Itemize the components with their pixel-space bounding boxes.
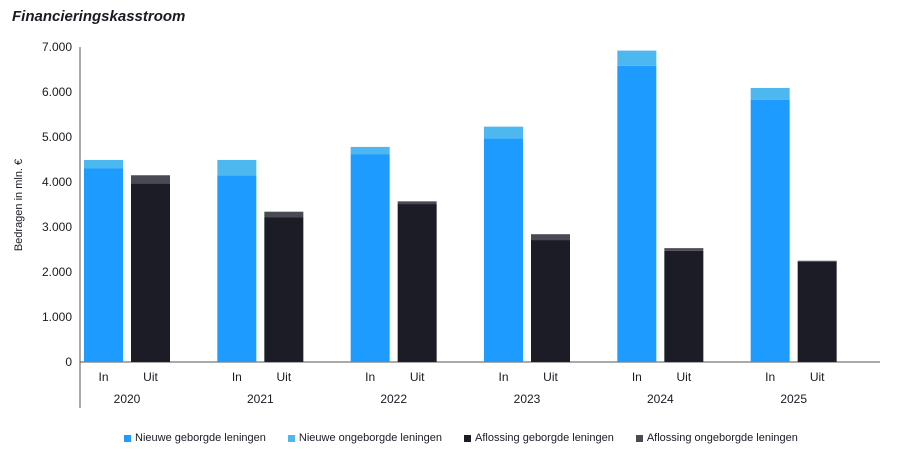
bar-nieuwe-ongeborgde: [484, 126, 523, 139]
bar-nieuwe-geborgde: [84, 168, 123, 362]
legend-item: Aflossing geborgde leningen: [464, 432, 614, 444]
bar-aflossing-geborgde: [397, 204, 437, 362]
y-tick-label: 2.000: [42, 265, 72, 279]
y-tick-label: 0: [65, 355, 72, 369]
bar-aflossing-geborgde: [531, 240, 570, 362]
y-tick-label: 7.000: [42, 40, 72, 54]
bar-aflossing-ongeborgde: [797, 260, 837, 262]
x-bar-label: Uit: [676, 370, 691, 384]
bar-nieuwe-geborgde: [617, 65, 657, 363]
bar-nieuwe-ongeborgde: [84, 159, 123, 169]
legend-item: Aflossing ongeborgde leningen: [635, 432, 798, 444]
y-tick-label: 1.000: [42, 310, 72, 324]
chart-title: Financieringskasstroom: [12, 8, 186, 25]
x-bar-label: Uit: [810, 370, 825, 384]
x-year-label: 2025: [780, 392, 807, 406]
bar-aflossing-ongeborgde: [531, 234, 570, 241]
x-bar-label: Uit: [543, 370, 558, 384]
y-tick-label: 3.000: [42, 220, 72, 234]
x-bar-label: In: [765, 370, 775, 384]
bar-aflossing-geborgde: [664, 250, 704, 362]
bar-nieuwe-geborgde: [217, 175, 257, 362]
x-year-label: 2024: [647, 392, 674, 406]
x-bar-label: In: [632, 370, 642, 384]
x-bar-label: In: [498, 370, 508, 384]
x-bar-label: In: [98, 370, 108, 384]
bar-nieuwe-ongeborgde: [750, 87, 790, 100]
y-tick-label: 5.000: [42, 130, 72, 144]
bar-aflossing-ongeborgde: [264, 211, 304, 218]
x-bar-label: Uit: [410, 370, 425, 384]
y-tick-label: 6.000: [42, 85, 72, 99]
legend-label: Nieuwe geborgde leningen: [135, 432, 266, 444]
legend: Nieuwe geborgde leningen Nieuwe ongeborg…: [124, 432, 798, 444]
x-year-label: 2020: [114, 392, 141, 406]
legend-label: Aflossing ongeborgde leningen: [646, 432, 798, 444]
legend-label: Nieuwe ongeborgde leningen: [298, 432, 443, 444]
y-tick-label: 4.000: [42, 175, 72, 189]
bar-nieuwe-geborgde: [750, 99, 790, 363]
bar-aflossing-geborgde: [131, 183, 170, 362]
x-bar-label: In: [232, 370, 242, 384]
bar-aflossing-geborgde: [264, 217, 304, 362]
x-bar-label: In: [365, 370, 375, 384]
bar-nieuwe-ongeborgde: [217, 159, 257, 176]
x-bar-label: Uit: [143, 370, 158, 384]
x-year-label: 2023: [514, 392, 541, 406]
bar-nieuwe-ongeborgde: [617, 50, 657, 66]
legend-swatch: [635, 434, 643, 442]
x-year-label: 2021: [247, 392, 274, 406]
x-bar-label: Uit: [276, 370, 291, 384]
bar-aflossing-ongeborgde: [131, 175, 170, 184]
bar-aflossing-ongeborgde: [397, 201, 437, 205]
legend-swatch: [124, 434, 131, 442]
legend-item: Nieuwe ongeborgde leningen: [287, 432, 443, 444]
bar-aflossing-geborgde: [797, 261, 837, 362]
legend-swatch: [464, 434, 472, 442]
legend-label: Aflossing geborgde leningen: [475, 432, 614, 444]
bar-nieuwe-geborgde: [484, 138, 523, 362]
legend-swatch: [287, 434, 295, 442]
bar-nieuwe-geborgde: [350, 154, 390, 362]
legend-item: Nieuwe geborgde leningen: [124, 432, 266, 444]
bar-aflossing-ongeborgde: [664, 248, 704, 251]
bar-nieuwe-ongeborgde: [350, 146, 390, 155]
x-year-label: 2022: [380, 392, 407, 406]
